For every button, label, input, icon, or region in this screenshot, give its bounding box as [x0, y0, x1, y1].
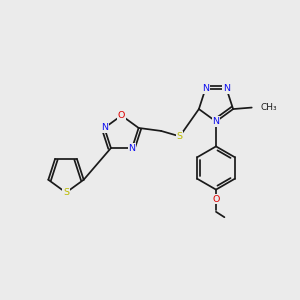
- Text: N: N: [129, 144, 136, 153]
- Text: CH₃: CH₃: [261, 103, 277, 112]
- Text: N: N: [202, 84, 209, 93]
- Text: O: O: [212, 195, 220, 204]
- Text: S: S: [63, 188, 69, 197]
- Text: N: N: [212, 117, 220, 126]
- Text: S: S: [177, 132, 183, 141]
- Text: N: N: [101, 123, 108, 132]
- Text: O: O: [118, 111, 125, 120]
- Text: N: N: [223, 84, 230, 93]
